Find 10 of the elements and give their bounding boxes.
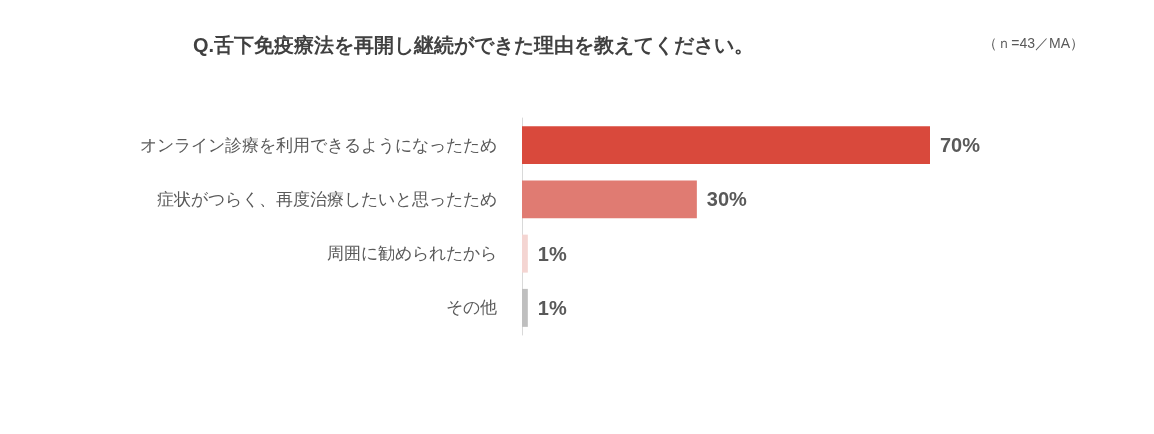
data-label: 1% [537,242,567,265]
text: （ｎ=43／MA） [983,35,1084,51]
data-label: 1% [537,296,567,319]
data-label: 30% [706,188,748,211]
y-tick-label: オンライン診療を利用できるようになったため [140,135,497,155]
y-tick-label: 周囲に勧められたから [327,244,497,264]
chart-title: Q.舌下免疫療法を再開し継続ができた理由を教えてください。 [193,34,755,56]
data-label: 70% [940,134,981,157]
y-tick-label: 症状がつらく、再度治療したいと思ったため [157,189,497,209]
y-tick-label: その他 [446,298,497,318]
